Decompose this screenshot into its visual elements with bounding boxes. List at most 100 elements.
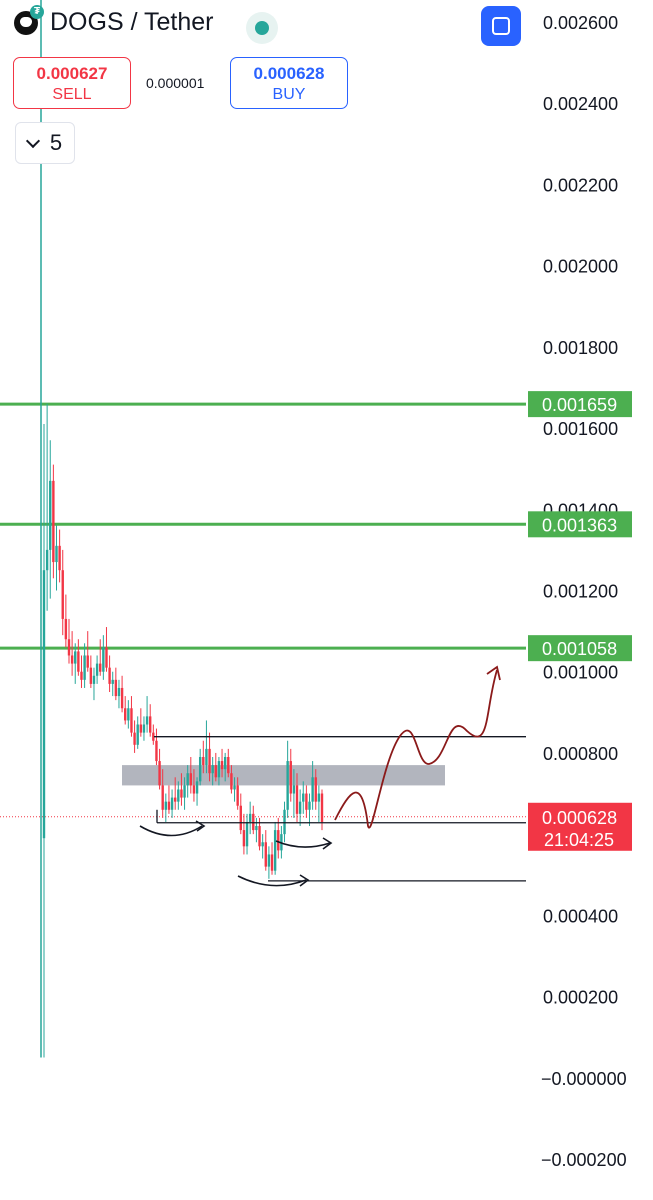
candle-body: [236, 785, 239, 806]
arrowhead: [299, 874, 310, 887]
interval-selector[interactable]: 5: [15, 122, 75, 164]
candle-body: [245, 821, 249, 847]
candle-body: [195, 781, 199, 794]
candle-body: [180, 789, 183, 798]
candle-body: [127, 708, 130, 721]
candle-body: [292, 785, 296, 794]
candle-body: [202, 756, 205, 766]
candle-body: [49, 480, 52, 550]
candle-body: [99, 663, 102, 672]
candle-body: [289, 761, 292, 794]
candle-body: [261, 842, 264, 847]
candle-body: [186, 773, 189, 786]
candle-body: [45, 549, 49, 571]
axis-tick-label: 0.002200: [543, 175, 618, 195]
candle-body: [192, 785, 196, 794]
candle-body: [114, 679, 118, 697]
fullscreen-button[interactable]: [481, 6, 521, 46]
candle-body: [177, 789, 180, 802]
candle-body: [86, 655, 89, 668]
candle-body: [242, 830, 246, 847]
axis-tick-label: 0.002000: [543, 257, 618, 277]
candle-body: [223, 756, 227, 770]
candle-body: [277, 830, 280, 851]
candle-body: [105, 647, 108, 668]
candle-body: [258, 826, 261, 847]
projection-path: [334, 669, 498, 829]
candle-body: [111, 679, 114, 684]
candle-body: [233, 785, 236, 790]
projection-arrowhead: [486, 665, 501, 681]
arrowhead: [195, 820, 206, 832]
candle-body: [308, 801, 311, 810]
candle-body: [52, 480, 55, 563]
candle-body: [55, 545, 58, 563]
axis-tick-label: 0.002600: [543, 13, 618, 33]
candle-body: [217, 761, 221, 778]
level-tag: [528, 511, 632, 538]
axis-tick-label: 0.001600: [543, 419, 618, 439]
candle-body: [145, 716, 149, 725]
candle-body: [158, 761, 161, 786]
candle-body: [314, 777, 317, 802]
candle-body: [298, 801, 302, 814]
candle-body: [120, 687, 124, 709]
level-tag: [528, 391, 632, 418]
candle-body: [230, 773, 233, 790]
current-price-tag: [528, 802, 632, 851]
axis-tick-label: 0.000800: [543, 744, 618, 764]
candle-body: [124, 708, 127, 721]
level-tag-label: 0.001363: [542, 515, 617, 535]
candle-body: [189, 773, 193, 786]
buy-label: BUY: [272, 86, 306, 103]
level-tag-label: 0.001058: [542, 639, 617, 659]
candle-body: [320, 793, 324, 822]
candle-body: [248, 813, 252, 822]
axis-tick-label: 0.000200: [543, 988, 618, 1008]
candle-body: [67, 639, 71, 656]
candle-body: [161, 785, 164, 810]
level-tag: [528, 635, 632, 662]
drawn-arrow: [237, 875, 307, 887]
arrowhead: [322, 837, 333, 850]
candle-body: [295, 785, 299, 814]
axis-tick-label: 0.001000: [543, 663, 618, 683]
candle-body: [80, 671, 83, 680]
sell-button[interactable]: 0.000627 SELL: [13, 57, 131, 109]
axis-tick-label: −0.000200: [541, 1150, 627, 1170]
candle-body: [70, 655, 74, 664]
candle-body: [102, 647, 105, 672]
candle-body: [77, 651, 80, 672]
candle-body: [283, 809, 286, 835]
candle-body: [255, 826, 258, 831]
candle-body: [152, 732, 155, 741]
candle-body: [130, 708, 133, 733]
gray-zone: [122, 765, 445, 786]
countdown-label: 21:04:25: [544, 830, 614, 850]
symbol-header[interactable]: ₮ DOGS / Tether: [14, 4, 214, 37]
candle-body: [183, 785, 186, 798]
user-drawings: [139, 665, 526, 887]
candle-body: [74, 651, 77, 664]
chevron-down-icon: [25, 133, 40, 148]
candle-body: [311, 777, 314, 802]
market-status-icon[interactable]: [246, 12, 278, 44]
candle-body: [142, 724, 146, 733]
candle-body: [305, 793, 308, 810]
candle-body: [267, 854, 271, 867]
candle-body: [273, 830, 277, 871]
buy-price: 0.000628: [253, 64, 325, 83]
sell-price: 0.000627: [36, 64, 108, 83]
candle-body: [89, 667, 93, 684]
interval-value: 5: [49, 130, 63, 155]
candle-body: [149, 716, 152, 733]
candle-body: [208, 748, 211, 774]
buy-button[interactable]: 0.000628 BUY: [230, 57, 348, 109]
axis-tick-label: 0.002400: [543, 94, 618, 114]
candle-body: [164, 801, 168, 810]
candle-body: [214, 765, 217, 778]
candle-body: [211, 765, 214, 774]
spread-value: 0.000001: [146, 75, 205, 91]
price-axis: 0.002600 0.002400 0.002200 0.002000 0.001800…: [528, 13, 632, 1170]
